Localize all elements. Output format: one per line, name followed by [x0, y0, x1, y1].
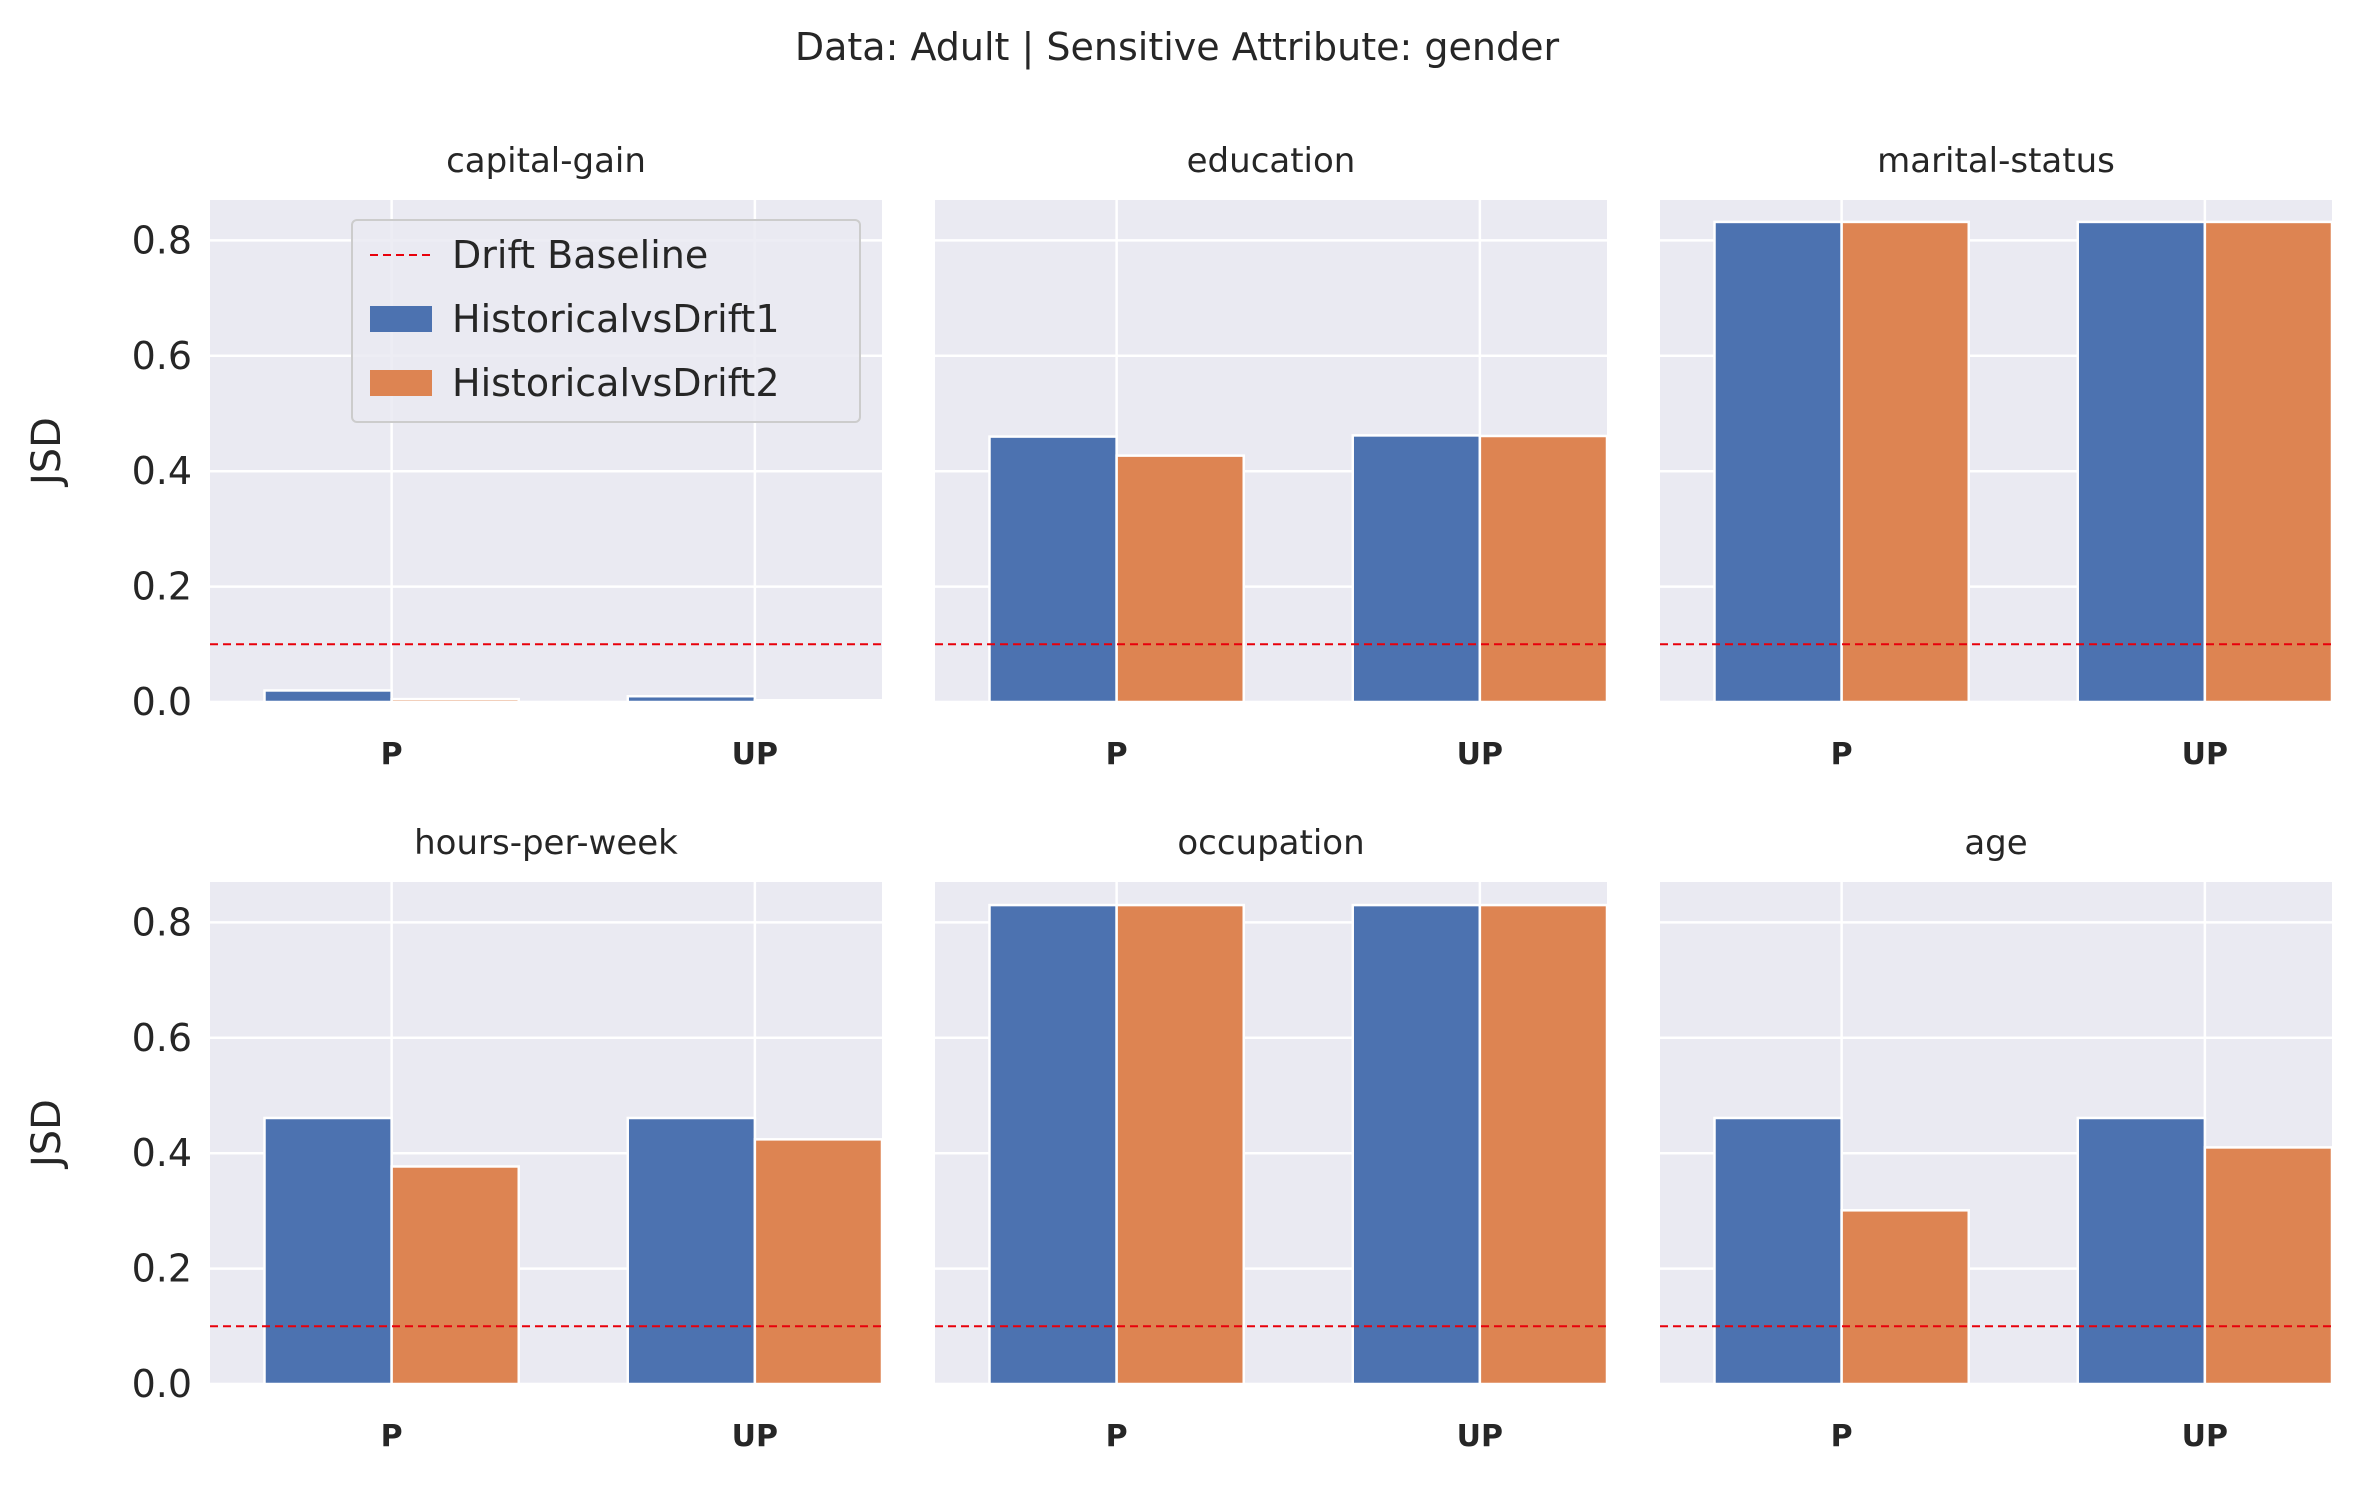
bar-UP-series2: [1478, 434, 1609, 704]
panel-title: occupation: [1177, 823, 1364, 863]
y-tick-label: 0.0: [132, 680, 192, 724]
bar-UP-series2: [2203, 1146, 2334, 1386]
y-axis-label: JSD: [24, 417, 70, 488]
bar-P-series1: [263, 689, 393, 704]
bar-P-series1: [988, 903, 1118, 1386]
bar-P-series2: [1115, 903, 1246, 1386]
bar-UP-series1: [2076, 220, 2207, 704]
y-axis-label: JSD: [24, 1099, 70, 1170]
bar-P-series2: [390, 1165, 521, 1386]
bar-P-series2: [390, 697, 521, 704]
bar-UP-series1: [626, 694, 757, 704]
panel-education: P UP education: [935, 141, 1609, 772]
x-tick-label: P: [1831, 737, 1853, 772]
legend-frame: [351, 219, 861, 423]
x-tick-label: UP: [732, 1419, 778, 1454]
x-tick-label: UP: [732, 737, 778, 772]
y-tick-label: 0.6: [132, 1016, 192, 1060]
y-tick-label: 0.0: [132, 1362, 192, 1406]
legend-label: HistoricalvsDrift1: [452, 297, 780, 341]
bar-UP-series1: [626, 1116, 757, 1386]
x-tick-label: UP: [1457, 1419, 1503, 1454]
y-tick-label: 0.2: [132, 565, 192, 609]
y-tick-label: 0.8: [132, 900, 192, 944]
x-tick-label: UP: [1457, 737, 1503, 772]
bar-UP-series1: [2076, 1116, 2207, 1386]
bar-P-series2: [1840, 1209, 1971, 1386]
panel-title: age: [1964, 823, 2027, 863]
legend-swatch: [370, 306, 432, 332]
x-tick-label: P: [1831, 1419, 1853, 1454]
figure-title: Data: Adult | Sensitive Attribute: gende…: [795, 25, 1560, 70]
y-tick-label: 0.2: [132, 1247, 192, 1291]
bar-UP-series1: [1351, 434, 1482, 704]
x-tick-label: P: [381, 1419, 403, 1454]
bar-P-series1: [1713, 1116, 1843, 1386]
x-tick-label: P: [1106, 1419, 1128, 1454]
bar-P-series1: [1713, 220, 1843, 704]
y-tick-label: 0.4: [132, 449, 192, 493]
legend-swatch: [370, 370, 432, 396]
legend-label: Drift Baseline: [452, 233, 708, 277]
panel-capital-gain: 0.0 0.2 0.4 0.6 0.8 P UP capital-gain JSD Drift B…: [24, 141, 884, 772]
panel-title: capital-gain: [446, 141, 646, 181]
bar-UP-series1: [1351, 903, 1482, 1386]
bar-UP-series2: [753, 1138, 884, 1386]
panel-title: education: [1187, 141, 1356, 181]
x-tick-label: P: [1106, 737, 1128, 772]
bar-P-series2: [1840, 220, 1971, 704]
panel-hours-per-week: 0.0 0.2 0.4 0.6 0.8 P UP hours-per-week JSD: [24, 823, 884, 1454]
x-tick-label: P: [381, 737, 403, 772]
legend-label: HistoricalvsDrift2: [452, 361, 780, 405]
panel-title: marital-status: [1877, 141, 2115, 181]
panels: 0.0 0.2 0.4 0.6 0.8 P UP capital-gain JSD Drift B…: [24, 141, 2334, 1454]
x-tick-label: UP: [2182, 1419, 2228, 1454]
bar-P-series2: [1115, 454, 1246, 704]
legend: Drift Baseline HistoricalvsDrift1 Historic…: [351, 219, 861, 423]
y-tick-label: 0.4: [132, 1131, 192, 1175]
bar-UP-series2: [2203, 220, 2334, 704]
panel-marital-status: P UP marital-status: [1660, 141, 2334, 772]
bar-UP-series2: [1478, 903, 1609, 1386]
x-tick-label: UP: [2182, 737, 2228, 772]
y-tick-label: 0.8: [132, 218, 192, 262]
y-tick-label: 0.6: [132, 334, 192, 378]
panel-title: hours-per-week: [414, 823, 678, 863]
bar-P-series1: [263, 1116, 393, 1386]
panel-occupation: P UP occupation: [935, 823, 1609, 1454]
panel-age: P UP age: [1660, 823, 2334, 1454]
bar-P-series1: [988, 435, 1118, 704]
bar-UP-series2: [753, 699, 884, 704]
